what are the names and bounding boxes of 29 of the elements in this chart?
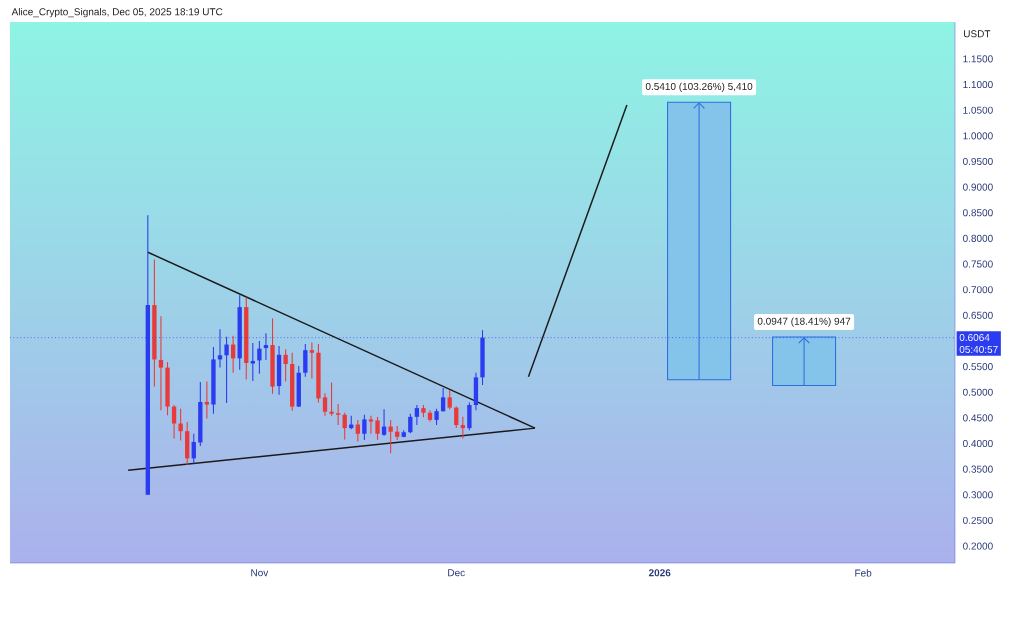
y-tick-label: 0.3000 (963, 491, 993, 499)
x-tick-label: Feb (855, 569, 872, 577)
y-axis-title: USDT (964, 30, 991, 38)
y-tick-label: 0.7000 (963, 286, 993, 294)
chart-title: Alice_Crypto_Signals, Dec 05, 2025 18:19 UTC (11, 8, 223, 18)
x-tick-label: 2026 (648, 569, 671, 577)
y-tick-label: 0.3500 (963, 465, 993, 473)
y-tick-label: 0.2000 (963, 542, 993, 550)
text: 05:40:57 (959, 345, 998, 354)
y-tick-label: 1.1000 (963, 81, 993, 89)
data-label: 0.5410 (103.26%) 5,410 (645, 82, 753, 92)
y-tick-label: 0.6500 (963, 311, 993, 319)
y-tick-label: 0.5000 (963, 388, 993, 396)
y-tick-label: 0.5500 (963, 363, 993, 371)
y-tick-label: 0.4000 (963, 439, 993, 448)
data-label: 0.0947 (18.41%) 947 (757, 317, 851, 327)
ref-line-label: 0.6064 (959, 333, 990, 342)
y-tick-label: 0.9500 (963, 157, 993, 166)
y-tick-label: 1.0000 (963, 132, 993, 140)
y-tick-label: 0.4500 (963, 414, 993, 422)
x-tick-label: Nov (251, 569, 269, 577)
y-tick-label: 0.8500 (963, 209, 993, 217)
y-tick-label: 1.1500 (963, 55, 993, 63)
x-tick-label: Dec (448, 569, 465, 577)
y-tick-label: 0.2500 (963, 516, 993, 524)
y-tick-label: 0.9000 (963, 183, 993, 191)
y-tick-label: 0.7500 (963, 260, 993, 268)
y-tick-label: 0.8000 (963, 234, 993, 242)
y-tick-label: 1.0500 (963, 106, 993, 114)
